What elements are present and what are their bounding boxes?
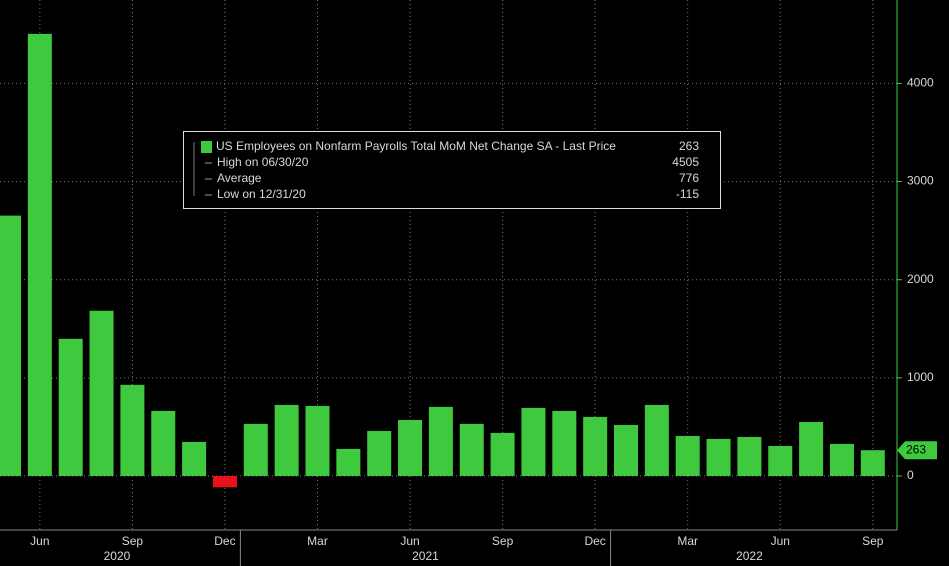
- bar: [614, 424, 638, 477]
- bar: [737, 436, 762, 477]
- x-tick-label: Dec: [214, 534, 235, 548]
- bar: [583, 416, 608, 477]
- last-price-label: 263: [906, 442, 926, 456]
- bar: [521, 407, 546, 477]
- bar: [768, 445, 793, 477]
- bar: [706, 438, 731, 477]
- y-tick-label: 1000: [907, 370, 934, 384]
- legend-box: [183, 131, 721, 209]
- legend-label: US Employees on Nonfarm Payrolls Total M…: [216, 139, 616, 153]
- bar: [182, 441, 207, 477]
- year-label: 2020: [104, 549, 131, 563]
- y-tick-label: 4000: [907, 76, 934, 90]
- x-tick-label: Dec: [584, 534, 605, 548]
- bar: [367, 430, 392, 477]
- bar: [398, 419, 423, 477]
- bar: [89, 310, 114, 477]
- bar: [552, 410, 577, 477]
- bar: [336, 448, 361, 477]
- legend-value: 776: [679, 171, 699, 185]
- bar: [0, 215, 21, 477]
- x-tick-label: Jun: [771, 534, 790, 548]
- x-tick-label: Mar: [307, 534, 328, 548]
- legend-swatch: [201, 141, 212, 153]
- x-tick-label: Jun: [400, 534, 419, 548]
- year-label: 2022: [736, 549, 763, 563]
- legend-label: Low on 12/31/20: [217, 187, 306, 201]
- bar: [27, 33, 52, 477]
- bar: [274, 404, 299, 477]
- bar: [459, 423, 484, 477]
- x-tick-label: Sep: [492, 534, 514, 548]
- y-tick-label: 2000: [907, 272, 934, 286]
- bar: [305, 405, 330, 477]
- bar: [490, 432, 515, 477]
- legend-value: -115: [676, 187, 699, 201]
- bar: [120, 384, 145, 477]
- y-tick-label: 0: [907, 468, 914, 482]
- x-tick-label: Mar: [677, 534, 698, 548]
- last-price-tag: [897, 441, 937, 460]
- bar: [860, 450, 885, 477]
- legend-value: 4505: [672, 155, 699, 169]
- bar: [799, 421, 824, 477]
- year-label: 2021: [412, 549, 439, 563]
- y-tick-label: 3000: [907, 174, 934, 188]
- bar: [829, 443, 854, 477]
- x-tick-label: Sep: [122, 534, 144, 548]
- legend-label: Average: [217, 171, 262, 185]
- bar: [151, 410, 176, 477]
- legend: US Employees on Nonfarm Payrolls Total M…: [183, 131, 721, 209]
- bar: [243, 423, 268, 477]
- legend-label: High on 06/30/20: [217, 155, 309, 169]
- x-tick-label: Sep: [862, 534, 884, 548]
- bar: [428, 406, 453, 477]
- bar: [212, 476, 237, 488]
- bar: [58, 338, 83, 477]
- x-tick-label: Jun: [30, 534, 49, 548]
- bar: [644, 404, 669, 477]
- legend-value: 263: [679, 139, 699, 153]
- bar: [675, 435, 700, 477]
